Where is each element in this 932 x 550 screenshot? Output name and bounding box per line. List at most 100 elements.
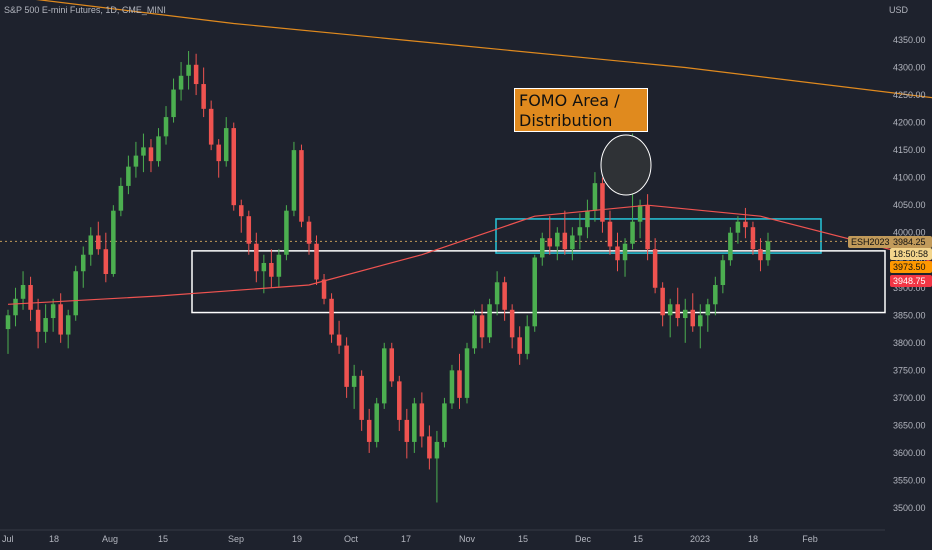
- candle-body: [630, 221, 635, 244]
- x-tick-label: Nov: [459, 534, 476, 544]
- candle-body: [457, 370, 462, 398]
- candle-body: [607, 221, 613, 247]
- x-tick-label: 2023: [690, 534, 710, 544]
- y-tick-label: 3800.00: [893, 338, 926, 348]
- candle-body: [449, 370, 455, 404]
- moving-average-long: [35, 0, 932, 99]
- candle-body: [690, 309, 696, 327]
- candle-body: [231, 128, 236, 206]
- candle-body: [5, 315, 11, 330]
- symbol-tag: ESH2023: [848, 236, 893, 248]
- candle-body: [366, 419, 372, 442]
- x-tick-label: 15: [158, 534, 168, 544]
- moving-averages-layer: [7, 0, 932, 305]
- candle-body: [65, 315, 71, 335]
- candle-body: [223, 128, 229, 162]
- candle-body: [118, 185, 124, 211]
- y-tick-label: 3550.00: [893, 475, 926, 485]
- candle-body: [254, 243, 259, 272]
- candle-body: [720, 260, 726, 286]
- level-tag-red: 3948.75: [890, 275, 932, 287]
- y-tick-label: 4200.00: [893, 118, 926, 128]
- x-tick-label: 15: [633, 534, 643, 544]
- level-tag-orange: 3973.50: [890, 261, 932, 273]
- candle-body: [479, 315, 485, 338]
- candle-body: [269, 262, 274, 277]
- candle-body: [652, 249, 658, 288]
- candle-body: [276, 254, 282, 277]
- candle-body: [547, 238, 553, 247]
- candle-body: [246, 216, 252, 244]
- candle-body: [329, 298, 334, 335]
- candle-body: [186, 64, 191, 76]
- candle-body: [96, 235, 101, 250]
- candle-body: [20, 285, 26, 299]
- candle-body: [381, 348, 387, 404]
- y-tick-label: 4350.00: [893, 35, 926, 45]
- candle-body: [404, 419, 410, 442]
- candle-body: [600, 183, 605, 222]
- candle-body: [442, 403, 447, 442]
- candle-body: [306, 221, 312, 244]
- candle-body: [201, 84, 206, 109]
- y-tick-label: 4050.00: [893, 200, 926, 210]
- candle-body: [494, 282, 500, 305]
- candle-body: [540, 238, 545, 258]
- candle-body: [645, 205, 650, 250]
- currency-label: USD: [888, 5, 908, 15]
- candle-body: [103, 249, 109, 274]
- candle-body: [743, 221, 748, 228]
- candle-body: [660, 287, 665, 316]
- candle-body: [472, 315, 477, 349]
- y-tick-label: 3600.00: [893, 448, 926, 458]
- fomo-annotation[interactable]: FOMO Area / Distribution: [514, 88, 648, 132]
- candle-body: [359, 375, 364, 420]
- candle-body: [412, 403, 417, 442]
- candle-body: [299, 150, 304, 222]
- candle-body: [374, 403, 379, 442]
- chart-title: S&P 500 E-mini Futures, 1D, CME_MINI: [4, 5, 166, 15]
- x-tick-label: Aug: [102, 534, 118, 544]
- candle-body: [592, 183, 598, 211]
- candle-body: [314, 243, 319, 280]
- y-tick-label: 4150.00: [893, 145, 926, 155]
- candle-body: [427, 436, 432, 459]
- candle-body: [667, 304, 673, 316]
- candle-body: [464, 348, 470, 398]
- candle-body: [73, 271, 78, 316]
- x-tick-label: 18: [748, 534, 758, 544]
- moving-average-short: [7, 204, 932, 305]
- candle-body: [758, 249, 763, 261]
- countdown-tag: 18:50:58: [890, 248, 932, 260]
- candle-body: [555, 232, 560, 247]
- x-tick-label: Jul: [2, 534, 14, 544]
- x-tick-label: Feb: [802, 534, 818, 544]
- candle-body: [126, 166, 131, 186]
- candle-body: [163, 117, 169, 137]
- candle-body: [675, 304, 680, 319]
- candle-body: [344, 345, 349, 387]
- candle-body: [713, 285, 718, 305]
- y-tick-label: 4000.00: [893, 228, 926, 238]
- x-tick-label: 19: [292, 534, 302, 544]
- fomo-highlight-ellipse: [600, 134, 652, 196]
- candle-body: [88, 235, 94, 255]
- candle-body: [622, 243, 628, 261]
- candle-body: [291, 150, 297, 211]
- y-tick-label: 3650.00: [893, 420, 926, 430]
- candle-body: [682, 309, 688, 319]
- y-tick-label: 4100.00: [893, 173, 926, 183]
- candle-body: [193, 64, 199, 85]
- candle-body: [133, 155, 139, 167]
- candle-body: [208, 108, 214, 145]
- y-tick-label: 3850.00: [893, 310, 926, 320]
- candle-body: [502, 282, 507, 310]
- candle-body: [735, 221, 741, 233]
- candle-body: [141, 147, 146, 156]
- zone-layer: [0, 218, 886, 314]
- price-axis: 3500.00 3550.00 3600.00 3650.00 3700.00 3750.…: [893, 35, 926, 513]
- candle-body: [58, 304, 63, 335]
- y-tick-label: 3500.00: [893, 503, 926, 513]
- candle-body: [524, 326, 530, 354]
